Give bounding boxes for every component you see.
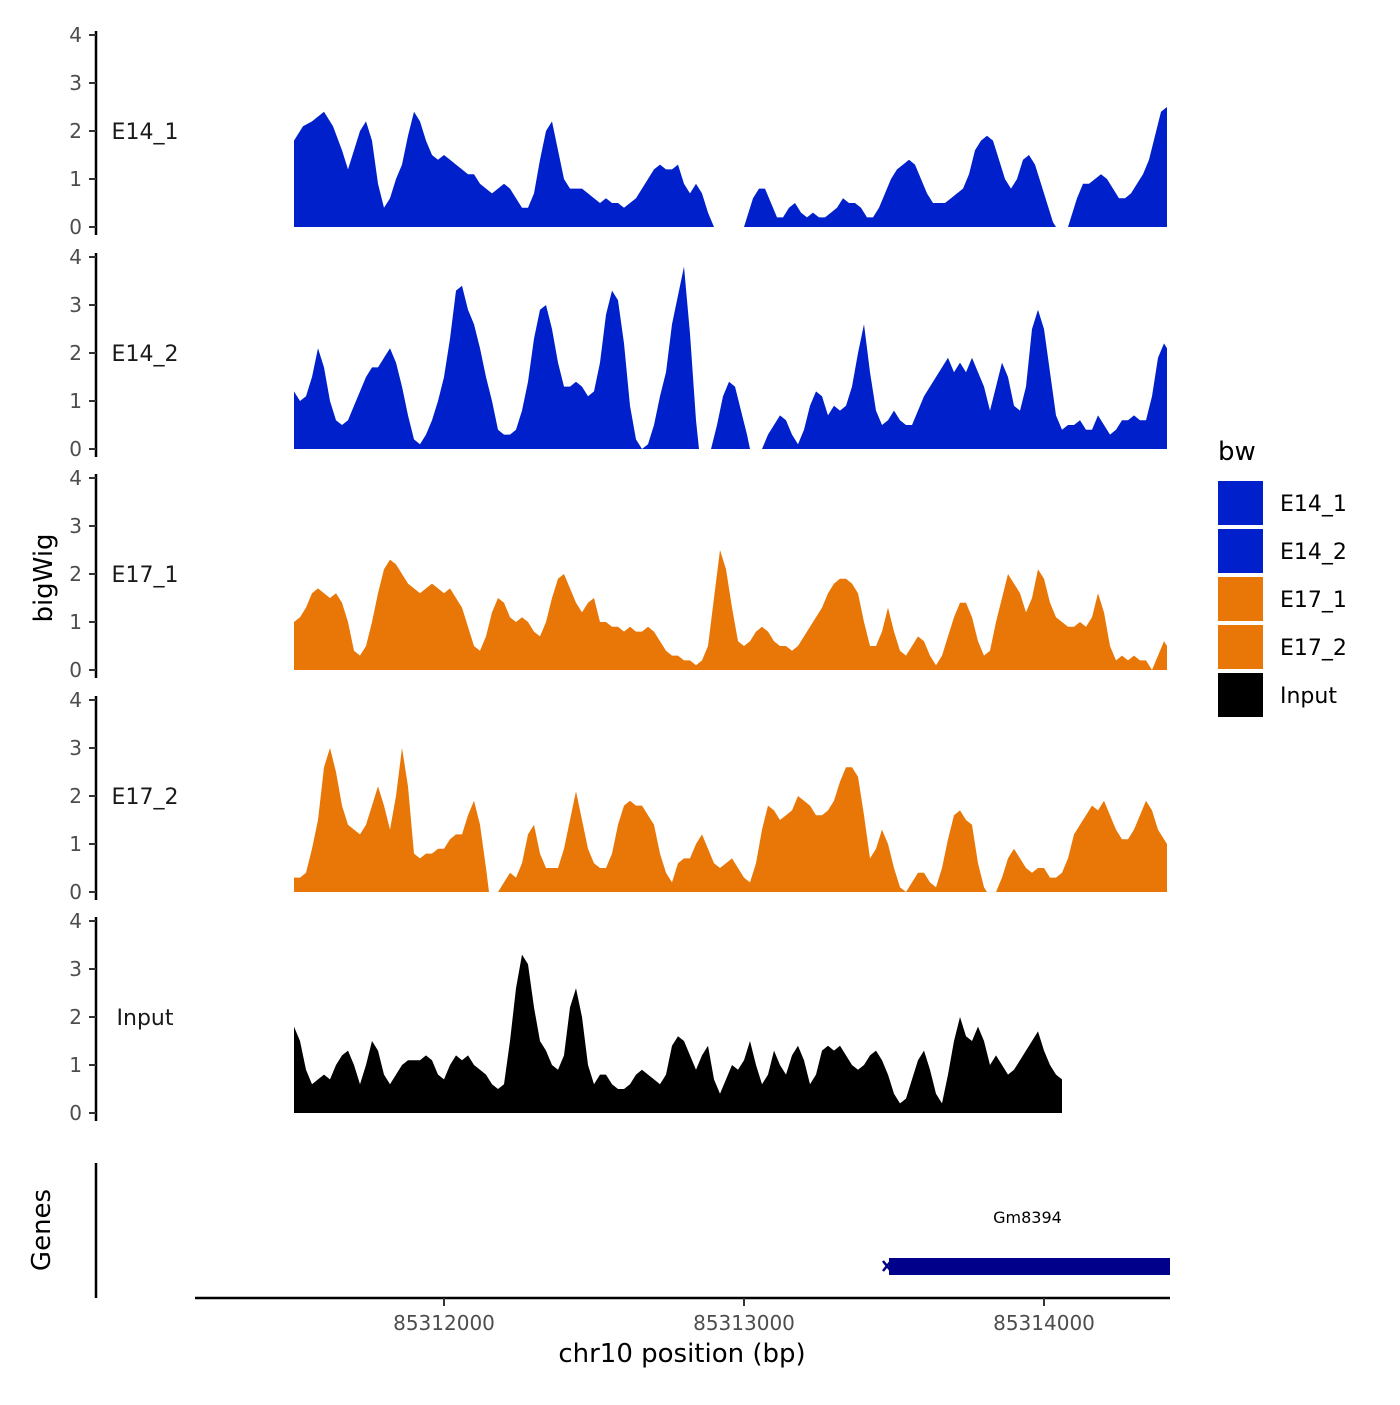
- track-input: 0 1 2 3 4 Input: [69, 909, 1062, 1125]
- track-label: Input: [117, 1006, 174, 1031]
- x-tick-label: 85312000: [393, 1311, 495, 1335]
- coverage-area: [294, 550, 1167, 670]
- y-tick-label: 1: [69, 167, 82, 191]
- track-label: E14_2: [112, 342, 179, 367]
- y-tick-label: 3: [69, 514, 82, 538]
- coverage-area: [711, 381, 750, 449]
- y-axis-title: bigWig: [29, 533, 59, 622]
- y-tick-label: 3: [69, 736, 82, 760]
- legend-label: Input: [1280, 684, 1337, 709]
- track-e17-1: 0 1 2 3 4 E17_1: [69, 466, 1167, 682]
- track-e14-2: 0 1 2 3 4 E14_2: [69, 245, 1167, 461]
- x-axis-title: chr10 position (bp): [558, 1339, 805, 1369]
- y-tick-label: 2: [69, 119, 82, 143]
- y-tick-label: 2: [69, 562, 82, 586]
- legend-swatch: [1218, 625, 1263, 669]
- y-tick-label: 0: [69, 658, 82, 682]
- gene-body: [889, 1258, 1170, 1275]
- legend-title: bw: [1218, 437, 1256, 467]
- y-tick-label: 0: [69, 880, 82, 904]
- y-tick-label: 4: [69, 688, 82, 712]
- y-tick-label: 3: [69, 71, 82, 95]
- y-tick-label: 1: [69, 1053, 82, 1077]
- coverage-area: [996, 800, 1167, 892]
- y-tick-label: 4: [69, 909, 82, 933]
- legend-label: E17_1: [1280, 588, 1347, 613]
- y-tick-label: 4: [69, 23, 82, 47]
- y-tick-label: 2: [69, 1005, 82, 1029]
- coverage-area: [294, 111, 714, 227]
- genes-axis-title: Genes: [27, 1189, 57, 1271]
- legend-swatch: [1218, 673, 1263, 717]
- coverage-area: [498, 767, 987, 892]
- y-tick-label: 0: [69, 215, 82, 239]
- track-label: E17_2: [112, 785, 179, 810]
- legend-label: E14_1: [1280, 492, 1347, 517]
- coverage-area: [294, 954, 1062, 1113]
- track-e17-2: 0 1 2 3 4 E17_2: [69, 688, 1167, 904]
- legend-label: E14_2: [1280, 540, 1347, 565]
- y-tick-label: 0: [69, 437, 82, 461]
- y-tick-label: 4: [69, 466, 82, 490]
- gene-gm8394: Gm8394: [882, 1208, 1170, 1275]
- y-tick-label: 1: [69, 610, 82, 634]
- legend-label: E17_2: [1280, 636, 1347, 661]
- gene-label: Gm8394: [993, 1208, 1062, 1227]
- y-tick-label: 2: [69, 784, 82, 808]
- track-label: E14_1: [112, 120, 179, 145]
- track-e14-1: 0 1 2 3 4 E14_1: [69, 23, 1167, 239]
- y-tick-label: 4: [69, 245, 82, 269]
- coverage-area: [1068, 107, 1167, 227]
- y-tick-label: 1: [69, 389, 82, 413]
- legend-swatch: [1218, 577, 1263, 621]
- x-axis: chr10 position (bp) 85312000 85313000 8531…: [195, 1296, 1170, 1369]
- tracks-group: 0 1 2 3 4 E14_1 0 1 2 3 4 E14_2 0 1 2 3 4 E17_1 0 1 2 3 4 E17_2…: [69, 23, 1167, 1125]
- legend-swatch: [1218, 529, 1263, 573]
- track-label: E17_1: [112, 563, 179, 588]
- y-tick-label: 3: [69, 957, 82, 981]
- legend: bw E14_1 E14_2 E17_1 E17_2 Input: [1218, 437, 1347, 717]
- gene-strand-arrow: [882, 1260, 892, 1272]
- legend-swatch: [1218, 481, 1263, 525]
- y-tick-label: 2: [69, 341, 82, 365]
- y-tick-label: 0: [69, 1101, 82, 1125]
- gene-panel: Genes Gm8394: [27, 1163, 1170, 1298]
- coverage-area: [762, 309, 1167, 449]
- coverage-area: [294, 748, 489, 892]
- x-tick-label: 85314000: [993, 1311, 1095, 1335]
- y-tick-label: 3: [69, 293, 82, 317]
- coverage-area: [294, 266, 699, 449]
- coverage-area: [744, 135, 1056, 227]
- x-tick-label: 85313000: [693, 1311, 795, 1335]
- y-tick-label: 1: [69, 832, 82, 856]
